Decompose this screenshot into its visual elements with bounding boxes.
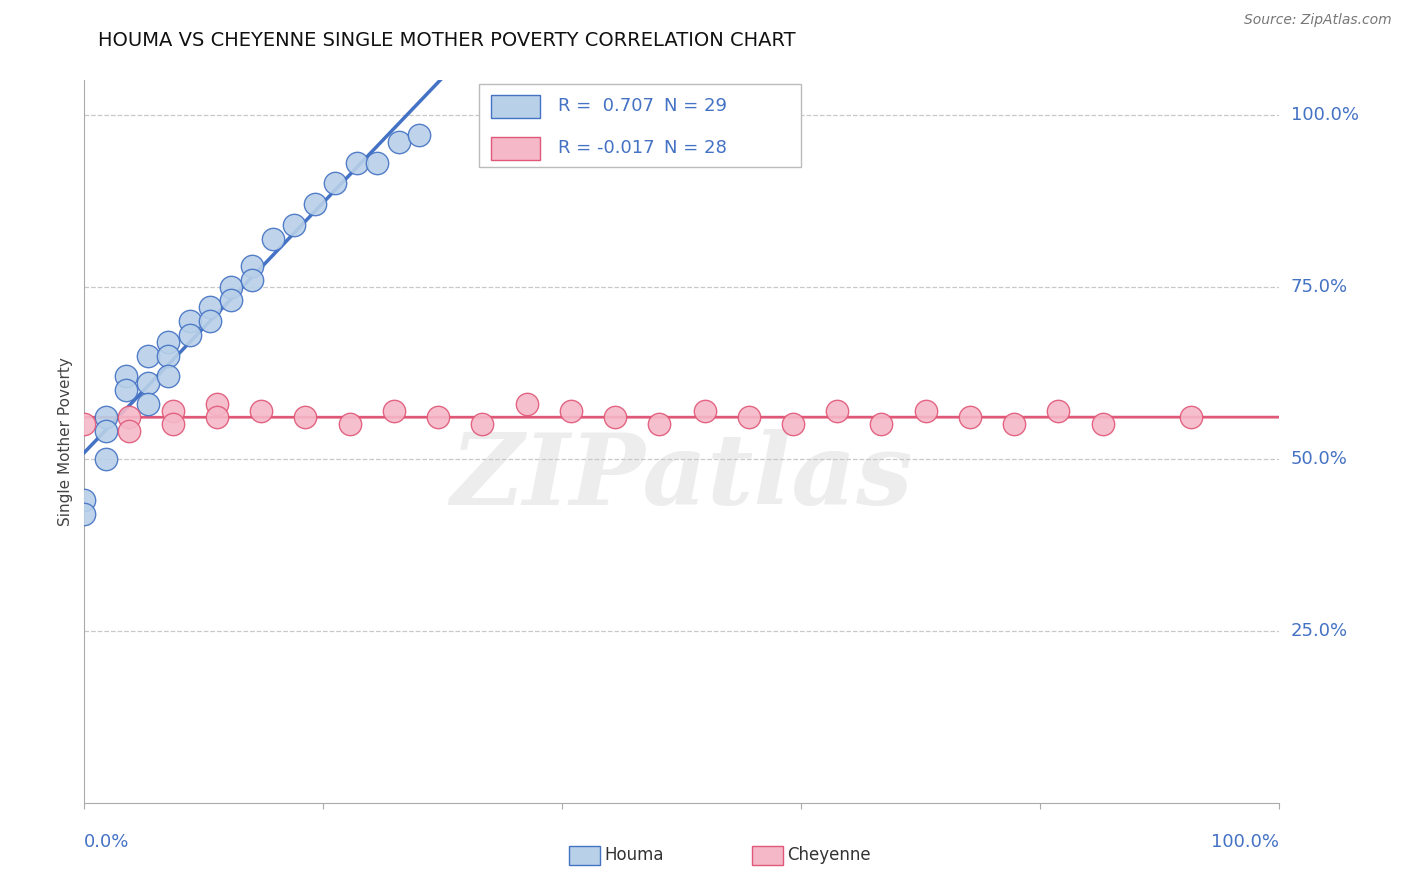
- Point: [1180, 410, 1202, 425]
- Y-axis label: Single Mother Poverty: Single Mother Poverty: [58, 357, 73, 526]
- Point: [179, 314, 201, 328]
- Point: [782, 417, 804, 432]
- Point: [516, 397, 538, 411]
- Point: [205, 397, 228, 411]
- Point: [560, 403, 582, 417]
- Point: [738, 410, 761, 425]
- Text: 25.0%: 25.0%: [1291, 622, 1348, 640]
- Point: [157, 334, 180, 349]
- Text: 75.0%: 75.0%: [1291, 277, 1348, 296]
- Text: N = 29: N = 29: [664, 97, 727, 115]
- Point: [408, 128, 430, 143]
- Point: [136, 349, 159, 363]
- Point: [115, 383, 138, 397]
- Text: 100.0%: 100.0%: [1291, 105, 1358, 124]
- Point: [221, 293, 243, 308]
- Text: Houma: Houma: [605, 847, 664, 864]
- Point: [117, 424, 139, 438]
- FancyBboxPatch shape: [491, 95, 540, 118]
- Point: [117, 410, 139, 425]
- Text: ZIPatlas: ZIPatlas: [451, 429, 912, 526]
- Text: R = -0.017: R = -0.017: [558, 139, 655, 157]
- Point: [73, 507, 96, 521]
- Point: [115, 369, 138, 384]
- Point: [240, 273, 263, 287]
- Point: [136, 376, 159, 390]
- Point: [870, 417, 893, 432]
- Point: [1047, 403, 1070, 417]
- FancyBboxPatch shape: [479, 84, 801, 167]
- Text: R =  0.707: R = 0.707: [558, 97, 654, 115]
- Point: [162, 417, 184, 432]
- Point: [136, 397, 159, 411]
- Point: [346, 156, 368, 170]
- Point: [157, 369, 180, 384]
- Point: [959, 410, 981, 425]
- Text: 50.0%: 50.0%: [1291, 450, 1347, 467]
- Text: Cheyenne: Cheyenne: [787, 847, 870, 864]
- Point: [250, 403, 273, 417]
- Point: [205, 410, 228, 425]
- Point: [648, 417, 671, 432]
- Point: [294, 410, 316, 425]
- Text: 0.0%: 0.0%: [84, 833, 129, 851]
- Point: [157, 349, 180, 363]
- Point: [325, 177, 347, 191]
- Point: [73, 417, 96, 432]
- Point: [94, 451, 117, 466]
- Point: [427, 410, 450, 425]
- Point: [304, 197, 326, 211]
- Point: [827, 403, 849, 417]
- Point: [382, 403, 405, 417]
- Point: [73, 493, 96, 508]
- FancyBboxPatch shape: [491, 136, 540, 160]
- Text: 100.0%: 100.0%: [1212, 833, 1279, 851]
- Point: [693, 403, 716, 417]
- Point: [262, 231, 284, 245]
- Text: N = 28: N = 28: [664, 139, 727, 157]
- Point: [914, 403, 936, 417]
- Point: [1091, 417, 1114, 432]
- Point: [162, 403, 184, 417]
- Point: [1002, 417, 1025, 432]
- Point: [198, 314, 221, 328]
- Point: [366, 156, 388, 170]
- Point: [603, 410, 626, 425]
- Point: [339, 417, 361, 432]
- Point: [283, 218, 305, 232]
- Point: [179, 327, 201, 342]
- Point: [221, 279, 243, 293]
- Point: [94, 410, 117, 425]
- Point: [198, 301, 221, 315]
- Point: [471, 417, 494, 432]
- Point: [388, 135, 411, 149]
- Text: Source: ZipAtlas.com: Source: ZipAtlas.com: [1244, 13, 1392, 28]
- Point: [94, 424, 117, 438]
- Point: [240, 259, 263, 273]
- Text: HOUMA VS CHEYENNE SINGLE MOTHER POVERTY CORRELATION CHART: HOUMA VS CHEYENNE SINGLE MOTHER POVERTY …: [98, 31, 796, 50]
